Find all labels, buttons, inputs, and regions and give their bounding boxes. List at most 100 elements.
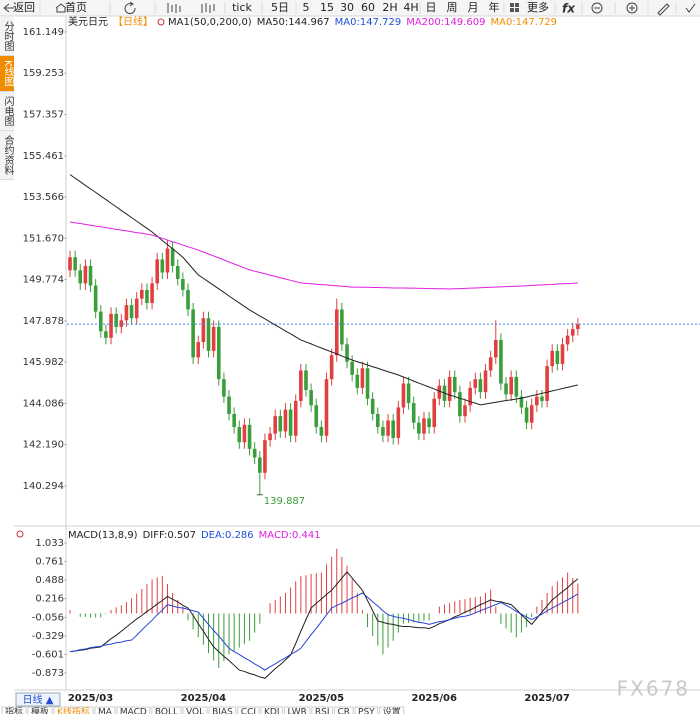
candle-body	[114, 313, 118, 327]
bottom-tab-frame	[354, 706, 379, 714]
sidebar-tab[interactable]: 分时图	[0, 17, 14, 56]
legend-item: DIFF:0.507	[143, 530, 196, 541]
y-tick-label: -0.056	[32, 612, 64, 623]
bottom-tab-frame	[311, 706, 333, 714]
candle-body	[150, 283, 154, 303]
candle-body	[145, 289, 149, 303]
period-label[interactable]: 日线 ▲	[23, 693, 54, 706]
candle-body	[237, 427, 242, 443]
toolbar-button[interactable]: 60	[361, 1, 375, 14]
candle-body	[576, 324, 580, 330]
bottom-tab-frame	[182, 706, 208, 714]
x-tick-label: 2025/05	[299, 693, 344, 704]
toolbar-button[interactable]: 年	[489, 0, 500, 14]
bottom-tab[interactable]: KDJ	[264, 708, 280, 714]
y-tick-label: 140.294	[23, 481, 64, 492]
candle-body	[422, 418, 426, 434]
sidebar: 分时图 K线图 闪电图 合约资料	[0, 17, 14, 180]
back-icon[interactable]	[3, 3, 14, 13]
low-annotation: 139.887	[264, 496, 305, 507]
toolbar-button[interactable]: 2H	[382, 1, 397, 14]
y-tick-label: 159.253	[23, 68, 64, 79]
bottom-tab[interactable]: 指标	[5, 706, 23, 714]
candle-body	[247, 424, 252, 449]
toolbar-button[interactable]: 月	[468, 1, 479, 14]
sidebar-tab[interactable]: 合约资料	[0, 130, 14, 180]
home-icon[interactable]	[55, 3, 67, 13]
bottom-tab-frame	[260, 706, 284, 714]
bottom-tab[interactable]: K线指标	[57, 706, 90, 714]
bottom-tab[interactable]: CCI	[241, 708, 256, 714]
more-icon[interactable]	[515, 8, 519, 12]
toolbar-button[interactable]: 周	[447, 1, 458, 14]
candle-type-icon[interactable]	[201, 3, 215, 13]
legend-item: MA50:144.967	[257, 17, 330, 28]
bottom-tab[interactable]: 设置	[383, 707, 401, 714]
candle-body	[211, 326, 216, 351]
x-tick-label: 2025/06	[412, 693, 457, 704]
bottom-tab[interactable]: MACD	[120, 708, 147, 714]
toolbar-button[interactable]: 15	[320, 1, 334, 14]
candle-body	[565, 335, 570, 345]
legend-item: MACD:0.441	[259, 530, 321, 541]
legend-item: MA0:147.729	[335, 17, 402, 28]
candle-body	[134, 298, 139, 319]
bottom-tab[interactable]: LWR	[288, 708, 307, 714]
y-tick-label: -0.873	[32, 668, 64, 679]
candle-body	[427, 418, 431, 428]
bottom-tab[interactable]: 模板	[31, 706, 49, 714]
candle-body	[170, 248, 175, 266]
candle-body	[483, 370, 488, 393]
candle-body	[417, 422, 421, 434]
more-icon[interactable]	[515, 3, 519, 7]
zoom-in-icon[interactable]	[626, 2, 638, 14]
toolbar-button[interactable]: 30	[340, 1, 354, 14]
bottom-tab[interactable]: PSY	[358, 708, 375, 714]
candle-body	[370, 398, 375, 414]
candle-body	[165, 248, 170, 273]
draw-icon[interactable]	[657, 3, 670, 16]
toolbar-button[interactable]: 5日	[271, 1, 289, 14]
toolbar-button[interactable]: 返回	[13, 1, 35, 14]
fx-icon[interactable]: fx	[562, 2, 576, 16]
candle-body	[411, 403, 416, 423]
toolbar-button[interactable]: tick	[232, 1, 252, 14]
bottom-tab[interactable]: MA	[98, 708, 113, 714]
toolbar-button[interactable]: 5	[303, 1, 310, 14]
bottom-tab[interactable]: CR	[338, 708, 351, 714]
candle-body	[386, 420, 390, 436]
toolbar-button[interactable]: 首页	[65, 0, 87, 14]
bottom-tab-frame	[208, 706, 237, 714]
bottom-tab[interactable]: RSI	[315, 708, 330, 714]
y-tick-label: 142.190	[23, 440, 64, 451]
sidebar-tab[interactable]: K线图	[0, 56, 14, 92]
ma-line	[69, 174, 578, 406]
chart-type-icon[interactable]	[167, 3, 181, 13]
more-icon[interactable]	[510, 3, 514, 7]
candle-body	[227, 396, 231, 414]
candle-body	[437, 385, 442, 399]
x-tick-label: 2025/07	[524, 693, 569, 704]
candle-body	[78, 270, 83, 284]
bottom-tab[interactable]: BOLL	[155, 708, 178, 714]
zoom-out-icon[interactable]	[591, 2, 603, 14]
candle-body	[196, 342, 201, 358]
more-icon[interactable]	[510, 8, 514, 12]
toolbar-button[interactable]: 日	[426, 1, 437, 14]
sidebar-tab[interactable]: 闪电图	[0, 91, 14, 131]
refresh-icon[interactable]	[124, 1, 136, 15]
period-button[interactable]	[15, 692, 61, 707]
candle-body	[299, 370, 303, 401]
toolbar	[0, 0, 700, 16]
bottom-tab[interactable]: VOL	[186, 708, 204, 714]
check-icon[interactable]	[685, 3, 696, 13]
toolbar-button[interactable]: 4H	[403, 1, 418, 14]
settings-icon[interactable]	[157, 18, 165, 26]
candle-body	[324, 379, 329, 436]
settings-icon[interactable]	[16, 530, 24, 538]
candle-body	[340, 309, 344, 345]
candle-body	[88, 265, 93, 286]
candle-body	[314, 405, 319, 428]
toolbar-button[interactable]: 更多	[527, 0, 549, 14]
bottom-tab[interactable]: BIAS	[212, 708, 233, 714]
